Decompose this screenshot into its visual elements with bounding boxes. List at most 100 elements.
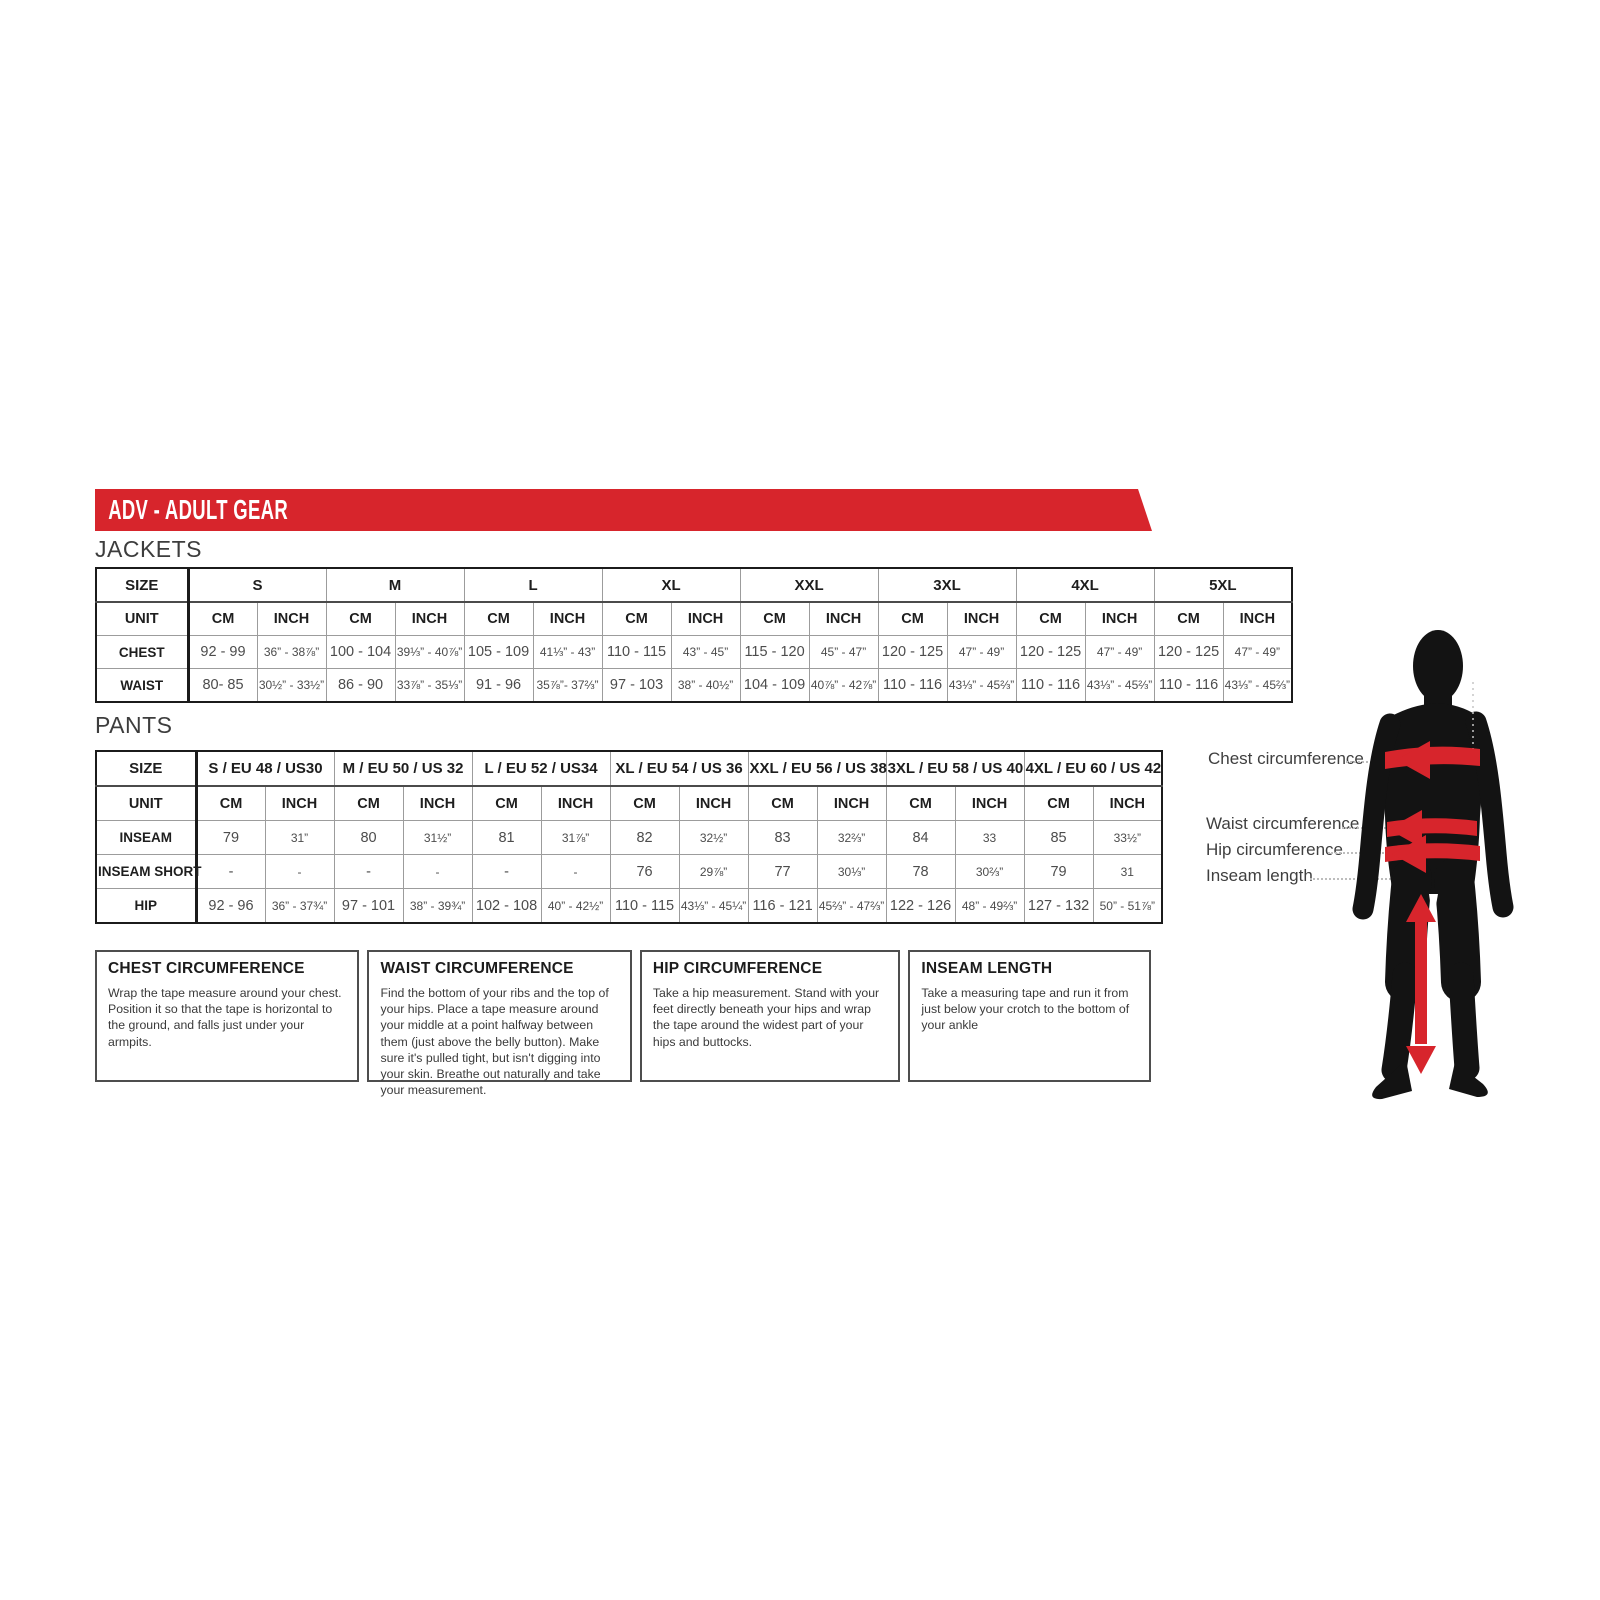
- value-inch: -: [540, 854, 611, 889]
- value-inch: 45” - 47”: [808, 635, 879, 669]
- guide-body: Take a measuring tape and run it from ju…: [921, 986, 1130, 1033]
- size-header: 4XL / EU 60 / US 42: [1023, 750, 1163, 787]
- value-cm: 110 - 116: [877, 668, 948, 703]
- size-header: XXL: [739, 567, 879, 603]
- value-cm: 105 - 109: [463, 635, 534, 669]
- value-cm: 116 - 121: [747, 888, 818, 924]
- inch-header: INCH: [954, 785, 1025, 821]
- cm-header: CM: [747, 785, 818, 821]
- value-cm: 120 - 125: [1153, 635, 1224, 669]
- value-cm: 84: [885, 820, 956, 855]
- inch-header: INCH: [402, 785, 473, 821]
- value-inch: 43⅓” - 45⅔”: [946, 668, 1017, 703]
- jackets-table-grid: SIZE S M L XL XXL 3XL 4XL 5XL UNIT CM INCH CM INCH CM I…: [95, 567, 1294, 703]
- value-cm: 110 - 115: [601, 635, 672, 669]
- size-header: S: [187, 567, 327, 603]
- value-cm: 77: [747, 854, 818, 889]
- value-inch: 33½”: [1092, 820, 1163, 855]
- inch-header: INCH: [946, 601, 1017, 636]
- value-inch: 30½” - 33½”: [256, 668, 327, 703]
- inch-header: INCH: [678, 785, 749, 821]
- inch-header: INCH: [532, 601, 603, 636]
- row-label: HIP: [95, 888, 198, 924]
- banner-title: ADV - ADULT GEAR: [108, 494, 289, 525]
- value-inch: 48” - 49⅔”: [954, 888, 1025, 924]
- value-cm: 110 - 116: [1153, 668, 1224, 703]
- value-cm: 79: [1023, 854, 1094, 889]
- cm-header: CM: [1023, 785, 1094, 821]
- figure-label-chest: Chest circumference: [1208, 749, 1364, 768]
- cm-header: CM: [601, 601, 672, 636]
- size-header: 5XL: [1153, 567, 1293, 603]
- value-inch: 31⅞”: [540, 820, 611, 855]
- size-header: M / EU 50 / US 32: [333, 750, 473, 787]
- row-label: WAIST: [95, 668, 190, 703]
- value-inch: 30⅔”: [954, 854, 1025, 889]
- value-inch: 40” - 42½”: [540, 888, 611, 924]
- value-cm: 81: [471, 820, 542, 855]
- value-inch: 47” - 49”: [1084, 635, 1155, 669]
- value-cm: 83: [747, 820, 818, 855]
- size-header: L / EU 52 / US34: [471, 750, 611, 787]
- inch-header: INCH: [816, 785, 887, 821]
- value-inch: 41⅓” - 43”: [532, 635, 603, 669]
- size-header: XL / EU 54 / US 36: [609, 750, 749, 787]
- inch-header: INCH: [808, 601, 879, 636]
- value-cm: 120 - 125: [1015, 635, 1086, 669]
- figure-label-inseam: Inseam length: [1206, 866, 1313, 885]
- value-cm: 97 - 103: [601, 668, 672, 703]
- value-cm: 78: [885, 854, 956, 889]
- value-cm: 86 - 90: [325, 668, 396, 703]
- size-header: M: [325, 567, 465, 603]
- value-cm: 92 - 99: [187, 635, 258, 669]
- pants-size-table: SIZE S / EU 48 / US30 M / EU 50 / US 32 L /…: [95, 750, 1164, 924]
- crotch-gap: [1429, 894, 1438, 922]
- inseam-arrow: [1415, 916, 1427, 1044]
- value-inch: 33⅞” - 35⅓”: [394, 668, 465, 703]
- silhouette-feet: [1372, 1060, 1488, 1100]
- cm-header: CM: [609, 785, 680, 821]
- inch-header: INCH: [394, 601, 465, 636]
- value-inch: 47” - 49”: [946, 635, 1017, 669]
- value-inch: 29⅞”: [678, 854, 749, 889]
- size-corner-header: SIZE: [95, 750, 198, 787]
- jackets-section-label: JACKETS: [95, 536, 203, 562]
- value-inch: -: [264, 854, 335, 889]
- size-header: XXL / EU 56 / US 38: [747, 750, 887, 787]
- row-label: INSEAM: [95, 820, 198, 855]
- value-cm: -: [333, 854, 404, 889]
- measurement-arrows: [1385, 741, 1480, 1074]
- value-cm: 82: [609, 820, 680, 855]
- cm-header: CM: [187, 601, 258, 636]
- inch-header: INCH: [1222, 601, 1293, 636]
- value-cm: 80- 85: [187, 668, 258, 703]
- jackets-size-table: SIZE S M L XL XXL 3XL 4XL 5XL UNIT CM INCH CM INCH CM I…: [95, 567, 1294, 703]
- value-inch: 43⅓” - 45⅔”: [1222, 668, 1293, 703]
- cm-header: CM: [325, 601, 396, 636]
- inch-header: INCH: [670, 601, 741, 636]
- cm-header: CM: [1015, 601, 1086, 636]
- value-cm: 76: [609, 854, 680, 889]
- value-cm: 115 - 120: [739, 635, 810, 669]
- value-inch: 30⅓”: [816, 854, 887, 889]
- value-cm: 100 - 104: [325, 635, 396, 669]
- value-cm: 110 - 115: [609, 888, 680, 924]
- section-banner: ADV - ADULT GEAR: [95, 489, 1152, 531]
- value-inch: 38” - 40½”: [670, 668, 741, 703]
- cm-header: CM: [739, 601, 810, 636]
- value-inch: 38” - 39¾”: [402, 888, 473, 924]
- silhouette-legs: [1381, 858, 1481, 1083]
- size-header: XL: [601, 567, 741, 603]
- value-inch: 40⅞” - 42⅞”: [808, 668, 879, 703]
- value-cm: 97 - 101: [333, 888, 404, 924]
- value-cm: 92 - 96: [195, 888, 266, 924]
- pants-section-label: PANTS: [95, 712, 173, 738]
- inch-header: INCH: [264, 785, 335, 821]
- value-inch: 31: [1092, 854, 1163, 889]
- size-header: 4XL: [1015, 567, 1155, 603]
- size-corner-header: SIZE: [95, 567, 190, 603]
- value-inch: 32½”: [678, 820, 749, 855]
- value-inch: 32⅔”: [816, 820, 887, 855]
- cm-header: CM: [471, 785, 542, 821]
